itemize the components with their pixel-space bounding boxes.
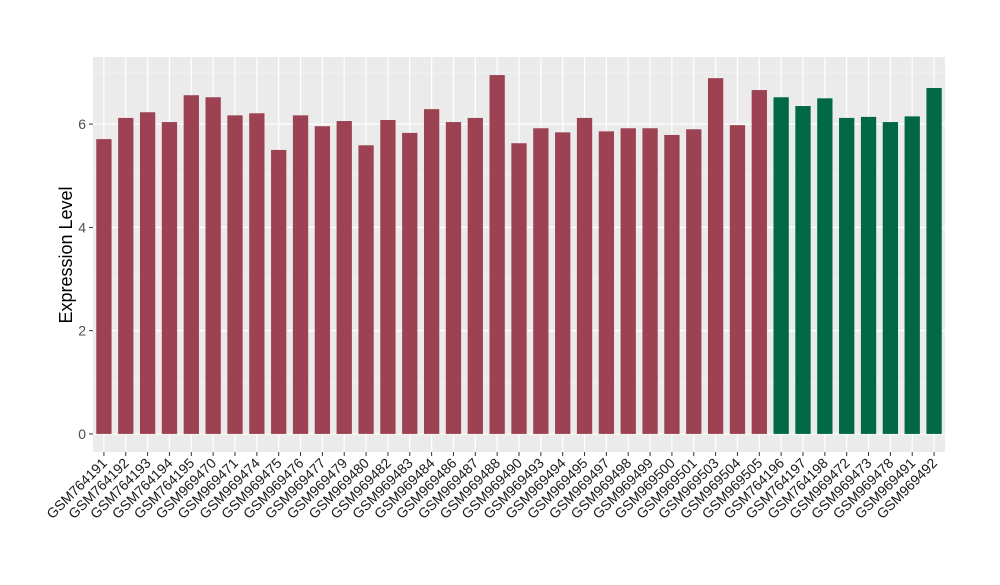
bar-GSM969484: [423, 109, 440, 434]
bar-GSM969486: [445, 122, 462, 434]
bar-GSM969470: [205, 97, 221, 434]
bar-GSM764196: [773, 97, 789, 434]
bar-GSM969488: [489, 75, 505, 434]
bar-GSM969498: [620, 128, 636, 434]
bar-GSM969495: [576, 117, 593, 434]
bar-GSM969476: [292, 115, 309, 434]
bar-GSM969492: [926, 87, 942, 434]
bar-GSM969503: [707, 78, 724, 434]
bar-GSM764197: [795, 106, 811, 434]
bar-GSM969504: [729, 125, 746, 434]
bar-GSM969499: [642, 128, 658, 434]
bar-GSM969501: [686, 129, 702, 434]
bar-GSM764192: [118, 117, 134, 434]
bar-GSM969490: [511, 143, 527, 434]
bar-GSM969483: [402, 132, 418, 434]
bar-GSM969500: [664, 134, 680, 434]
y-tick-label: 6: [78, 116, 86, 132]
bar-GSM764193: [139, 112, 156, 434]
bar-GSM969505: [751, 90, 767, 434]
bar-GSM969491: [904, 116, 920, 434]
bar-GSM969472: [839, 117, 855, 434]
bar-GSM764195: [183, 95, 199, 434]
bar-GSM969477: [314, 126, 331, 434]
y-tick-label: 0: [78, 426, 86, 442]
bar-GSM969494: [555, 132, 571, 434]
y-tick-label: 4: [78, 219, 86, 235]
bar-GSM969497: [598, 131, 615, 434]
bar-GSM969493: [533, 128, 549, 434]
bar-GSM969478: [882, 122, 899, 434]
bar-GSM969487: [467, 117, 483, 434]
bar-GSM969475: [271, 149, 287, 434]
bar-GSM969479: [336, 121, 352, 434]
bar-GSM969473: [860, 116, 877, 434]
y-tick-label: 2: [78, 323, 86, 339]
bar-GSM969480: [358, 145, 374, 434]
bar-GSM969482: [380, 119, 396, 434]
bar-GSM764198: [817, 98, 833, 434]
bar-GSM969474: [249, 113, 265, 434]
bar-GSM969471: [227, 115, 243, 434]
y-axis-label: Expression Level: [56, 186, 76, 323]
bar-GSM764191: [96, 139, 112, 434]
bar-GSM764194: [161, 122, 178, 434]
